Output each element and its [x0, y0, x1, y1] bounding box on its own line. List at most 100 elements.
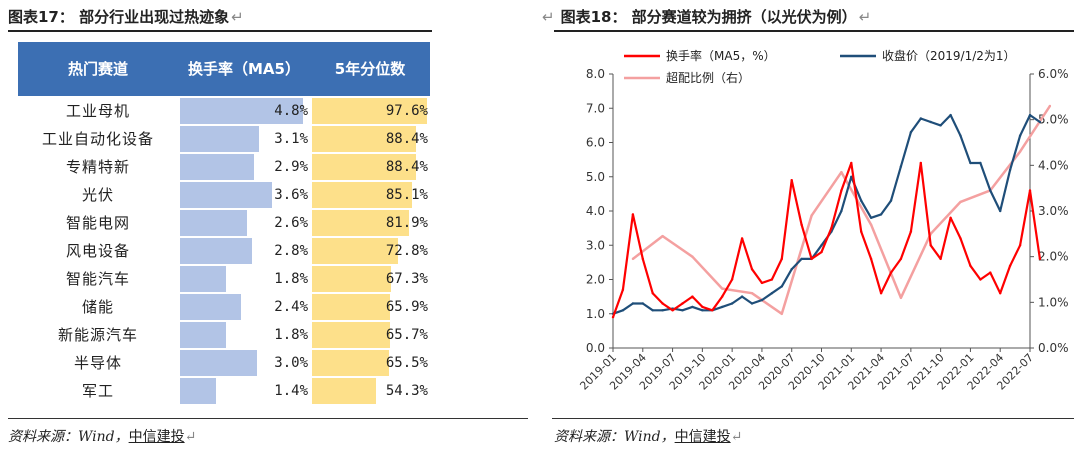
- data-point: [899, 257, 903, 261]
- data-point: [919, 161, 922, 165]
- percentile-bar: [312, 294, 390, 320]
- turnover-bar: [180, 98, 303, 124]
- data-point: [800, 257, 803, 261]
- turnover-value: 4.8%: [274, 103, 308, 119]
- turnover-line: [611, 161, 1041, 318]
- data-point: [681, 309, 684, 312]
- percentile-bar: [312, 350, 390, 376]
- percentile-value: 65.5%: [385, 355, 428, 371]
- data-point: [760, 281, 764, 285]
- y-right-tick-label: 5.0%: [1038, 113, 1069, 127]
- y-left-tick-label: 7.0: [586, 101, 605, 115]
- table-row: 光伏 3.6% 85.1%: [18, 181, 430, 209]
- source-prefix: 资料来源：Wind，: [8, 429, 129, 445]
- data-point: [661, 234, 664, 238]
- table-row: 智能汽车 1.8% 67.3%: [18, 265, 430, 293]
- y-left-tick-label: 0.0: [586, 341, 605, 355]
- data-point: [780, 312, 783, 315]
- header-sector: 热门赛道: [67, 60, 128, 78]
- percentile-value: 54.3%: [385, 383, 428, 399]
- percentile-value: 97.6%: [385, 103, 428, 119]
- data-point: [939, 257, 942, 261]
- data-point: [820, 250, 823, 254]
- sector-name: 光伏: [81, 186, 114, 204]
- y-right-tick-label: 0.0%: [1038, 341, 1069, 355]
- sector-name: 工业自动化设备: [41, 130, 154, 148]
- data-point: [641, 257, 644, 261]
- turnover-value: 3.1%: [274, 131, 308, 147]
- line-chart: 0.0 1.0 2.0 3.0 4.0 5.0 6.0 7.0 8.0 0.0% 1.0% 2.0% 3…: [577, 48, 1069, 393]
- legend-label: 超配比例（右）: [666, 70, 750, 85]
- data-point: [949, 113, 952, 117]
- data-point: [830, 226, 833, 230]
- percentile-bar: [312, 238, 398, 264]
- data-point: [631, 213, 635, 216]
- sector-name: 储能: [81, 298, 114, 316]
- data-point: [999, 292, 1002, 295]
- y-left-tick-label: 1.0: [586, 307, 605, 321]
- data-point: [681, 302, 684, 305]
- legend-label: 换手率（MA5，%）: [666, 48, 776, 63]
- title-rule: [8, 30, 432, 32]
- data-point: [939, 124, 942, 127]
- data-point: [721, 287, 724, 290]
- data-point: [889, 199, 893, 202]
- data-point: [919, 117, 922, 120]
- data-point: [840, 189, 843, 192]
- source-company: 中信建投: [128, 429, 185, 445]
- data-point: [1028, 113, 1032, 117]
- figure-17-title-text: 图表17： 部分行业出现过热迹象: [8, 8, 230, 26]
- percentile-bar: [312, 126, 417, 152]
- turnover-value: 3.6%: [274, 187, 308, 203]
- data-point: [661, 309, 664, 312]
- data-point: [730, 278, 734, 281]
- turnover-bar: [180, 350, 257, 376]
- turnover-value: 1.8%: [274, 271, 308, 287]
- sector-name: 工业母机: [65, 102, 130, 120]
- percentile-bar: [312, 378, 377, 404]
- data-point: [661, 302, 664, 305]
- return-mark: ↵: [542, 8, 555, 26]
- figure-18-title: ↵ 图表18： 部分赛道较为拥挤（以光伏为例） ↵: [540, 6, 871, 27]
- table-row: 军工 1.4% 54.3%: [18, 377, 430, 405]
- right-panel: ↵ 图表18： 部分赛道较为拥挤（以光伏为例） ↵ 0.0 1.0 2.0 3.0 4.0 5…: [540, 0, 1080, 456]
- data-point: [740, 237, 744, 240]
- table-header: 热门赛道 换手率（MA5） 5年分位数: [18, 42, 430, 96]
- data-point: [701, 309, 704, 312]
- data-point: [621, 288, 625, 291]
- y-right-tick-label: 2.0%: [1038, 250, 1069, 264]
- y-left-tick-label: 2.0: [586, 273, 605, 287]
- y-right-tick-label: 4.0%: [1038, 158, 1069, 172]
- turnover-value: 1.8%: [274, 327, 308, 343]
- turnover-bar: [180, 294, 242, 320]
- turnover-value: 2.4%: [274, 299, 308, 315]
- return-mark: ↵: [231, 8, 244, 26]
- data-point: [671, 309, 674, 312]
- percentile-value: 85.1%: [385, 187, 428, 203]
- table-row: 专精特新 2.9% 88.4%: [18, 153, 430, 181]
- percentile-value: 67.3%: [385, 271, 428, 287]
- table-row: 工业自动化设备 3.1% 88.4%: [18, 125, 430, 153]
- data-point: [909, 131, 913, 134]
- y-left-tick-label: 6.0: [586, 136, 605, 150]
- data-point: [750, 302, 754, 305]
- data-point: [969, 264, 972, 267]
- data-point: [999, 209, 1002, 213]
- data-point: [889, 271, 893, 274]
- data-point: [790, 268, 793, 271]
- data-point: [979, 278, 982, 281]
- data-point: [810, 214, 813, 217]
- percentile-value: 65.7%: [385, 327, 428, 343]
- data-point: [740, 295, 744, 298]
- data-point: [840, 209, 843, 213]
- data-point: [929, 120, 932, 124]
- turnover-value: 1.4%: [274, 383, 308, 399]
- data-point: [959, 200, 962, 204]
- data-point: [869, 216, 873, 219]
- turnover-bar: [180, 322, 227, 348]
- data-point: [989, 189, 992, 192]
- percentile-value: 88.4%: [385, 131, 428, 147]
- data-point: [611, 316, 615, 319]
- data-point: [770, 292, 774, 295]
- table-row: 工业母机 4.8% 97.6%: [18, 97, 430, 125]
